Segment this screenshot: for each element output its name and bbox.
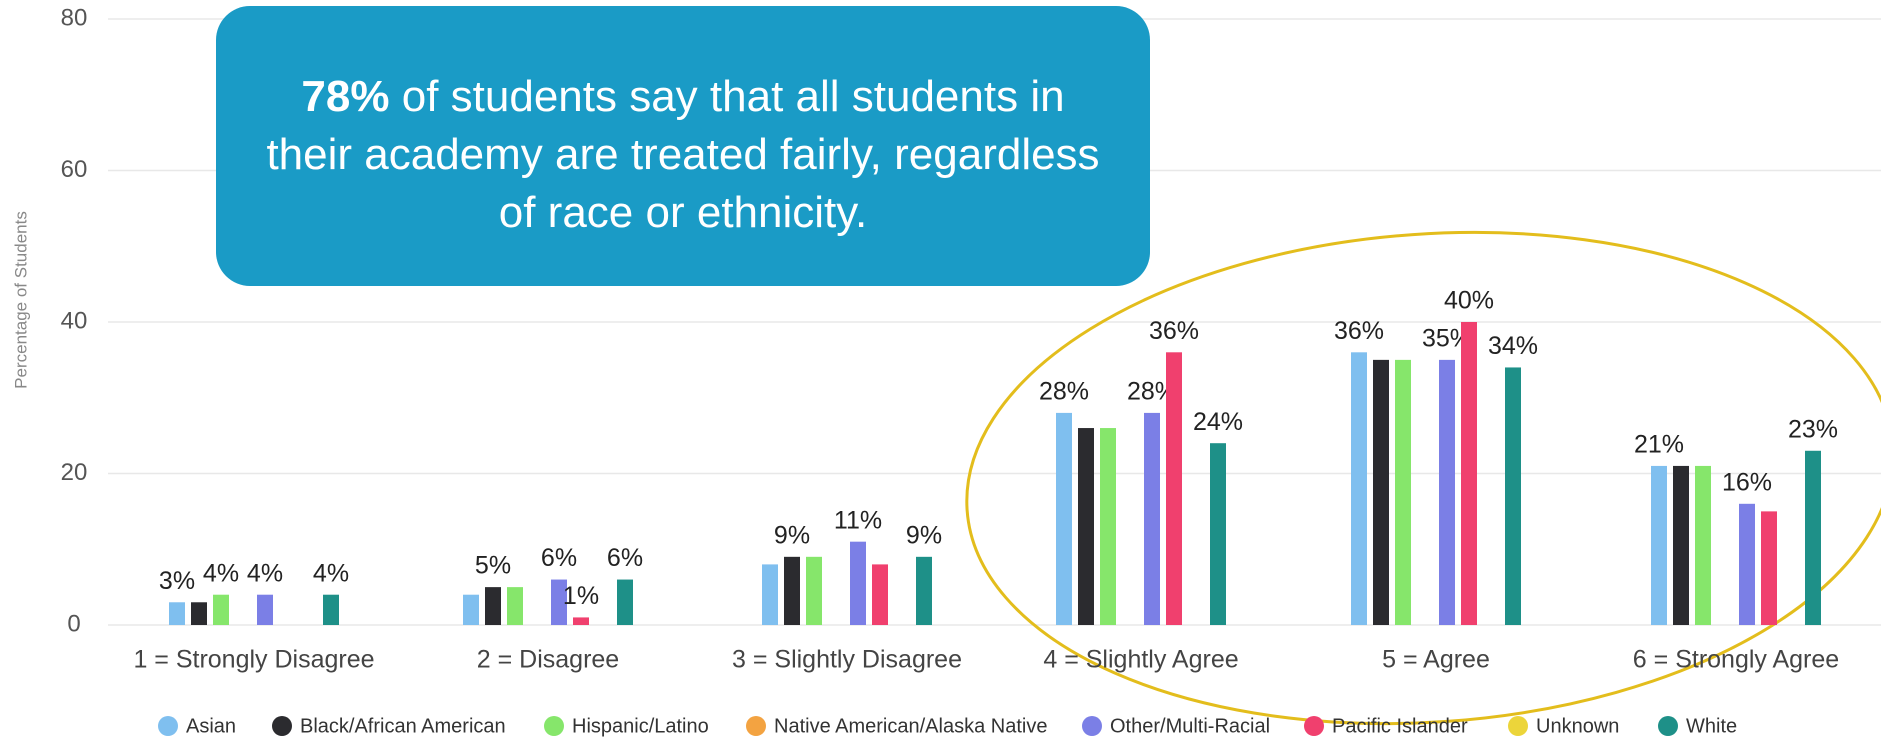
bar xyxy=(1651,465,1667,625)
callout-text: of students say that all students in the… xyxy=(266,72,1100,237)
bar xyxy=(617,579,633,625)
bar xyxy=(1761,511,1777,625)
bar xyxy=(806,556,822,625)
data-label: 21% xyxy=(1634,431,1684,459)
data-label: 4% xyxy=(247,559,283,587)
bar xyxy=(485,587,501,625)
legend-label: Hispanic/Latino xyxy=(572,715,709,737)
bar xyxy=(1739,503,1755,625)
bar xyxy=(323,594,339,625)
data-label: 23% xyxy=(1788,415,1838,443)
legend-swatch xyxy=(1658,716,1678,736)
bar xyxy=(551,579,567,625)
bar xyxy=(784,556,800,625)
x-tick-label: 5 = Agree xyxy=(1382,646,1490,674)
bar xyxy=(850,541,866,625)
data-label: 9% xyxy=(774,521,810,549)
bar xyxy=(1100,428,1116,625)
data-label: 6% xyxy=(607,544,643,572)
data-label: 3% xyxy=(159,567,195,595)
x-tick-label: 6 = Strongly Agree xyxy=(1633,646,1839,674)
data-label: 40% xyxy=(1444,287,1494,315)
y-tick-label: 20 xyxy=(61,459,88,486)
bar xyxy=(1351,352,1367,625)
bar xyxy=(1056,412,1072,625)
callout: 78% of students say that all students in… xyxy=(216,6,1150,286)
legend-swatch xyxy=(746,716,766,736)
bar xyxy=(1505,367,1521,625)
legend-swatch xyxy=(1082,716,1102,736)
bar xyxy=(762,564,778,625)
legend-swatch xyxy=(544,716,564,736)
y-tick-label: 40 xyxy=(61,307,88,334)
data-label: 11% xyxy=(834,506,882,534)
bar xyxy=(1439,359,1455,625)
bar xyxy=(1673,465,1689,625)
legend-label: White xyxy=(1686,715,1737,737)
bar xyxy=(1144,412,1160,625)
bar xyxy=(1373,359,1389,625)
bar xyxy=(1695,465,1711,625)
y-tick-label: 0 xyxy=(67,610,80,637)
bar xyxy=(463,594,479,625)
legend-label: Asian xyxy=(186,715,236,737)
data-label: 6% xyxy=(541,544,577,572)
legend-swatch xyxy=(158,716,178,736)
data-label: 24% xyxy=(1193,408,1243,436)
bar xyxy=(916,556,932,625)
bar xyxy=(1078,428,1094,625)
x-tick-label: 3 = Slightly Disagree xyxy=(732,646,962,674)
bar xyxy=(573,617,589,625)
data-label: 16% xyxy=(1722,468,1772,496)
legend-label: Other/Multi-Racial xyxy=(1110,715,1270,737)
legend-label: Native American/Alaska Native xyxy=(774,715,1047,737)
data-label: 4% xyxy=(203,559,239,587)
callout-bold: 78% xyxy=(301,72,390,121)
bar xyxy=(1395,359,1411,625)
bar xyxy=(257,594,273,625)
legend-label: Pacific Islander xyxy=(1332,715,1468,737)
data-label: 5% xyxy=(475,552,511,580)
y-axis-label: Percentage of Students xyxy=(11,211,30,389)
legend-swatch xyxy=(1304,716,1324,736)
bar xyxy=(1805,450,1821,625)
bar xyxy=(1166,352,1182,625)
x-tick-label: 4 = Slightly Agree xyxy=(1043,646,1238,674)
y-tick-label: 80 xyxy=(61,4,88,31)
data-label: 34% xyxy=(1488,332,1538,360)
x-tick-label: 1 = Strongly Disagree xyxy=(133,646,374,674)
bar xyxy=(191,602,207,625)
legend-label: Unknown xyxy=(1536,715,1619,737)
data-label: 9% xyxy=(906,521,942,549)
legend-label: Black/African American xyxy=(300,715,506,737)
y-tick-label: 60 xyxy=(61,156,88,183)
bar xyxy=(169,602,185,625)
data-label: 1% xyxy=(563,582,599,610)
legend-swatch xyxy=(1508,716,1528,736)
legend-swatch xyxy=(272,716,292,736)
data-label: 4% xyxy=(313,559,349,587)
bar xyxy=(1210,443,1226,625)
highlight-ellipse xyxy=(965,230,1881,726)
data-label: 28% xyxy=(1039,378,1089,406)
bar xyxy=(213,594,229,625)
data-label: 36% xyxy=(1334,317,1384,345)
bar xyxy=(872,564,888,625)
data-label: 36% xyxy=(1149,317,1199,345)
bar xyxy=(507,587,523,625)
bar xyxy=(1461,322,1477,625)
x-tick-label: 2 = Disagree xyxy=(477,646,619,674)
